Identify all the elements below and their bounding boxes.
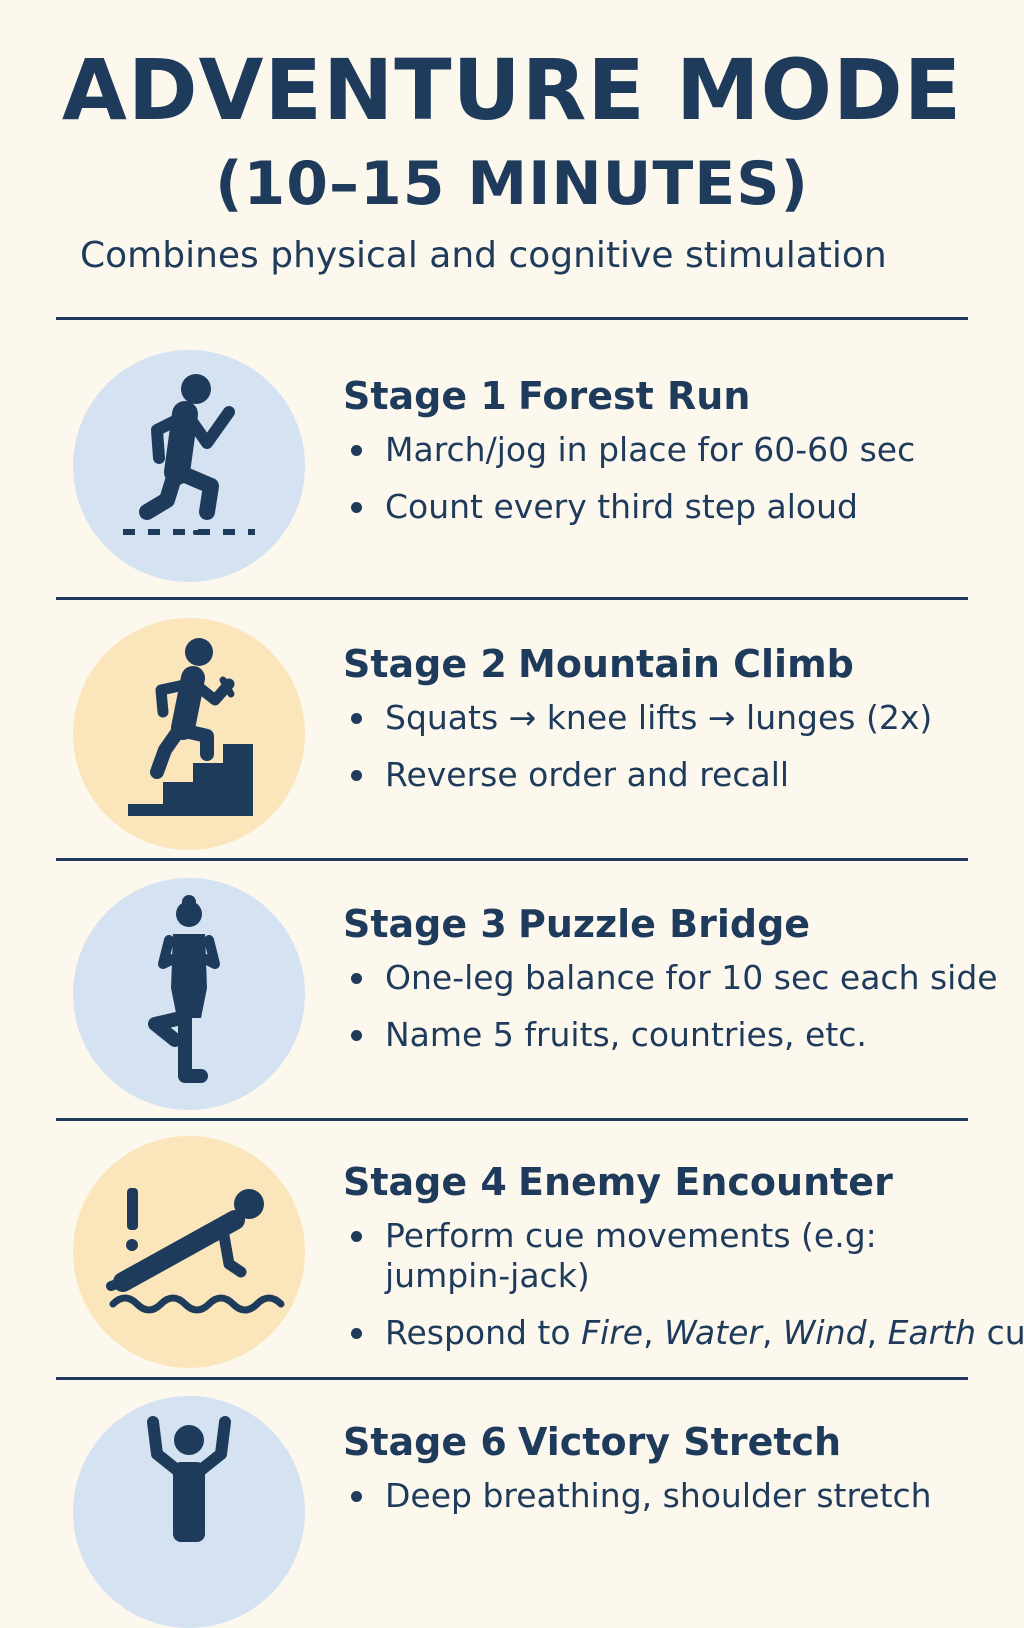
divider	[56, 1118, 968, 1121]
plank-alert-icon	[73, 1136, 305, 1368]
bullet-item: Name 5 fruits, countries, etc.	[343, 1015, 998, 1055]
stair-climber-icon	[73, 618, 305, 850]
stage-number: Stage 4	[343, 1160, 507, 1204]
arms-raised-victory-icon	[73, 1396, 305, 1628]
stage-bullets: March/jog in place for 60-60 sec Count e…	[343, 430, 915, 544]
divider	[56, 858, 968, 861]
duration-label: (10–15 MINUTES)	[215, 149, 809, 219]
stage-bullets: Squats → knee lifts → lunges (2x) Revers…	[343, 698, 932, 812]
bullet-item: Reverse order and recall	[343, 755, 932, 795]
stage-bullets: Perform cue movements (e.g: jumpin-jack)…	[343, 1216, 1024, 1370]
stage-number: Stage 2	[343, 642, 507, 686]
running-person-icon	[73, 350, 305, 582]
page-title: ADVENTURE MODE	[61, 41, 963, 139]
stage-number: Stage 6	[343, 1420, 507, 1464]
cue-fire: Fire	[581, 1313, 644, 1352]
stage-number: Stage 3	[343, 902, 507, 946]
bullet-item: Perform cue movements (e.g: jumpin-jack)	[343, 1216, 1005, 1296]
divider	[56, 1377, 968, 1380]
bullet-item: Respond to Fire, Water, Wind, Earth cues	[343, 1313, 1024, 1353]
stage-name: Victory Stretch	[518, 1420, 842, 1464]
bullet-item: One-leg balance for 10 sec each side	[343, 958, 998, 998]
bullet-item: Count every third step aloud	[343, 487, 915, 527]
stage-bullets: One-leg balance for 10 sec each side Nam…	[343, 958, 998, 1072]
stage-bullets: Deep breathing, shoulder stretch	[343, 1476, 932, 1533]
stage-number: Stage 1	[343, 374, 507, 418]
cue-wind: Wind	[782, 1313, 867, 1352]
cue-water: Water	[664, 1313, 762, 1352]
page-subtitle: Combines physical and cognitive stimulat…	[80, 235, 887, 276]
stage-name: Enemy Encounter	[518, 1160, 893, 1204]
stage-name: Puzzle Bridge	[518, 902, 811, 946]
bullet-item: Squats → knee lifts → lunges (2x)	[343, 698, 932, 738]
tree-pose-balance-icon	[73, 878, 305, 1110]
bullet-item: March/jog in place for 60-60 sec	[343, 430, 915, 470]
bullet-item: Deep breathing, shoulder stretch	[343, 1476, 932, 1516]
cue-earth: Earth	[887, 1313, 977, 1352]
divider	[56, 317, 968, 320]
stage-name: Forest Run	[518, 374, 751, 418]
divider	[56, 597, 968, 600]
stage-name: Mountain Climb	[518, 642, 854, 686]
